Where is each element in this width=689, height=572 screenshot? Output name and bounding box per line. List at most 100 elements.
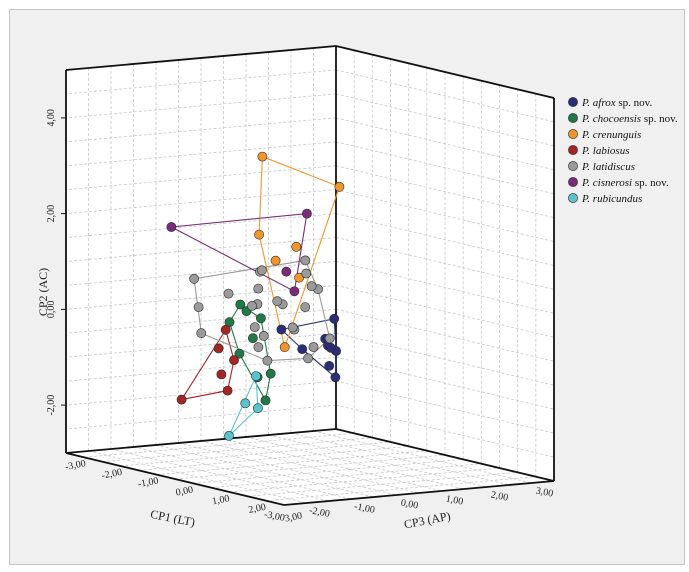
point-s6-2 <box>224 430 234 441</box>
z-tick-label: 2,00 <box>248 502 267 516</box>
legend-marker-2 <box>568 129 578 139</box>
z-tick-label: 1,00 <box>211 493 230 507</box>
point-s4-21 <box>223 288 234 299</box>
point-s6-3 <box>240 398 251 409</box>
legend-label-5: P. cisnerosi sp. nov. <box>581 177 669 189</box>
x-tick-label: -1,00 <box>353 501 376 516</box>
gridline <box>223 438 442 492</box>
box-edge <box>65 45 337 71</box>
legend-species-1: P. chocoensis <box>581 113 641 125</box>
legend-label-1: P. chocoensis sp. nov. <box>581 113 678 125</box>
gridline <box>335 308 555 362</box>
x-tick-label: 3,00 <box>535 485 554 499</box>
point-s0-0 <box>329 313 340 324</box>
z-axis-title: CP3 (AP) <box>403 509 452 532</box>
legend-species-0: P. afrox <box>581 97 616 109</box>
z-tick-label: -3,00 <box>64 458 87 473</box>
point-s4-8 <box>262 355 273 366</box>
legend-marker-4 <box>568 161 578 171</box>
gridline <box>335 189 555 242</box>
point-s5-0 <box>166 222 177 232</box>
legend-species-5: P. cisnerosi <box>581 177 632 189</box>
gridline <box>65 404 337 430</box>
legend-marker-1 <box>568 113 578 123</box>
gridline <box>313 430 532 484</box>
point-s2-4 <box>279 342 290 353</box>
point-s5-1 <box>301 208 312 219</box>
point-s1-7 <box>265 368 276 379</box>
point-s3-2 <box>216 369 227 380</box>
legend-marker-6 <box>568 193 578 203</box>
legend-label-0: P. afrox sp. nov. <box>581 97 652 109</box>
hull-4 <box>193 259 331 362</box>
legend-species-2: P. crenunguis <box>581 129 641 141</box>
point-s4-9 <box>258 330 269 341</box>
y-tick-label: 0,00 <box>46 301 57 319</box>
point-s5-2 <box>281 266 292 277</box>
point-s2-1 <box>334 181 345 192</box>
point-s4-20 <box>247 300 257 311</box>
point-s1-4 <box>234 348 245 359</box>
tick-labels: -2,00 0,00 2,00 4,00 -3,00 -2,00 -1,00 0,00 1,00… <box>46 109 554 524</box>
point-s5-3 <box>289 286 300 297</box>
legend-species-6: P. rubicundus <box>581 193 642 205</box>
point-s4-24 <box>272 296 283 307</box>
y-tick-label: 2,00 <box>46 205 57 223</box>
gridline <box>268 434 487 488</box>
gridline <box>335 165 555 219</box>
legend-suffix-1: sp. nov. <box>641 113 678 125</box>
scatter-3d-chart: -2,00 0,00 2,00 4,00 -3,00 -2,00 -1,00 0,00 1,00… <box>36 45 678 532</box>
point-s4-1 <box>193 302 204 312</box>
x-tick-label: 2,00 <box>490 489 509 503</box>
z-tick-label: -1,00 <box>137 475 160 490</box>
gridline <box>335 285 555 338</box>
point-s2-3 <box>254 229 264 240</box>
point-s4-0 <box>189 273 199 284</box>
box-edge <box>335 428 555 482</box>
gridline <box>65 308 337 334</box>
gridline <box>247 471 518 497</box>
point-s1-3 <box>247 333 258 343</box>
point-s4-17 <box>306 281 317 292</box>
legend-species-4: P. latidiscus <box>581 161 635 173</box>
data-points <box>166 151 345 441</box>
z-tick-label: -2,00 <box>101 467 124 482</box>
y-axis-title: CP2 (AC) <box>36 268 50 316</box>
point-s4-7 <box>253 342 264 353</box>
box-edge <box>335 45 555 99</box>
gridline <box>229 467 500 493</box>
x-tick-label: -3,00 <box>263 509 286 524</box>
z-tick-label: 3,00 <box>284 510 303 524</box>
box-edge <box>65 452 285 506</box>
point-s3-0 <box>220 324 231 335</box>
gridline <box>138 445 409 471</box>
legend-species-3: P. labiosus <box>581 145 629 157</box>
legend-label-3: P. labiosus <box>581 145 629 157</box>
gridline <box>65 165 337 191</box>
x-tick-label: 1,00 <box>445 493 464 507</box>
point-s0-4 <box>330 372 341 383</box>
point-s4-23 <box>303 353 313 364</box>
point-s4-22 <box>308 342 319 352</box>
legend: P. afrox sp. nov.P. chocoensis sp. nov.P… <box>568 97 678 205</box>
legend-marker-3 <box>568 145 578 155</box>
chart-frame: -2,00 0,00 2,00 4,00 -3,00 -2,00 -1,00 0,00 1,00… <box>9 9 685 565</box>
legend-label-6: P. rubicundus <box>581 193 642 205</box>
gridline <box>335 69 555 123</box>
x-tick-label: 0,00 <box>400 497 419 511</box>
legend-suffix-5: sp. nov. <box>632 177 669 189</box>
hull-5 <box>169 212 308 293</box>
point-s1-8 <box>255 313 266 324</box>
point-s3-4 <box>176 394 187 405</box>
point-s4-14 <box>300 255 311 266</box>
point-s4-2 <box>196 328 207 339</box>
point-s4-16 <box>287 322 298 333</box>
point-s3-1 <box>213 343 224 354</box>
box-edge <box>65 428 337 454</box>
point-s3-3 <box>222 385 233 396</box>
point-s4-12 <box>300 302 311 312</box>
y-tick-label: 4,00 <box>46 109 57 127</box>
point-s0-8 <box>325 342 336 353</box>
y-tick-label: -2,00 <box>46 395 57 416</box>
point-s0-5 <box>324 360 335 371</box>
